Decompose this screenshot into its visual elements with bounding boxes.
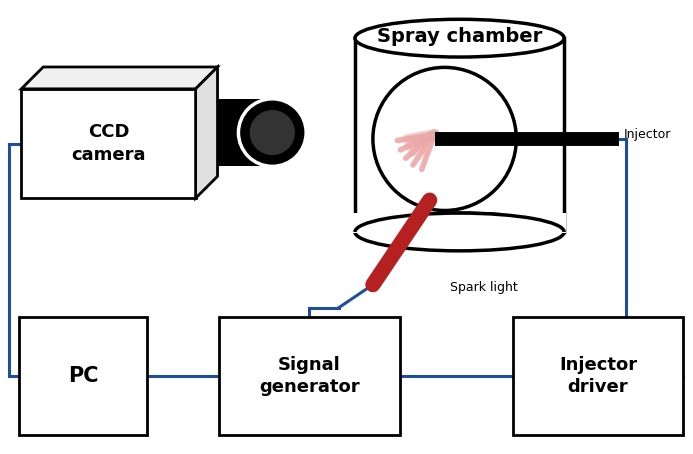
Polygon shape bbox=[195, 67, 218, 198]
Bar bbox=[355, 38, 564, 232]
Bar bbox=[514, 317, 683, 435]
Circle shape bbox=[250, 111, 295, 154]
Ellipse shape bbox=[355, 213, 564, 251]
Text: Spark light: Spark light bbox=[450, 281, 518, 294]
Text: Signal
generator: Signal generator bbox=[259, 356, 360, 396]
Text: CCD
camera: CCD camera bbox=[71, 123, 146, 163]
Bar bbox=[218, 317, 400, 435]
Bar bbox=[353, 213, 566, 233]
Bar bbox=[218, 99, 272, 166]
Text: PC: PC bbox=[68, 366, 98, 386]
Polygon shape bbox=[21, 67, 218, 89]
Bar bbox=[21, 89, 195, 198]
Circle shape bbox=[238, 99, 306, 166]
Text: Injector
driver: Injector driver bbox=[559, 356, 637, 396]
Circle shape bbox=[373, 67, 516, 211]
Ellipse shape bbox=[355, 19, 564, 57]
Text: Injector: Injector bbox=[624, 128, 672, 142]
Text: Spray chamber: Spray chamber bbox=[377, 27, 542, 46]
Bar bbox=[19, 317, 147, 435]
